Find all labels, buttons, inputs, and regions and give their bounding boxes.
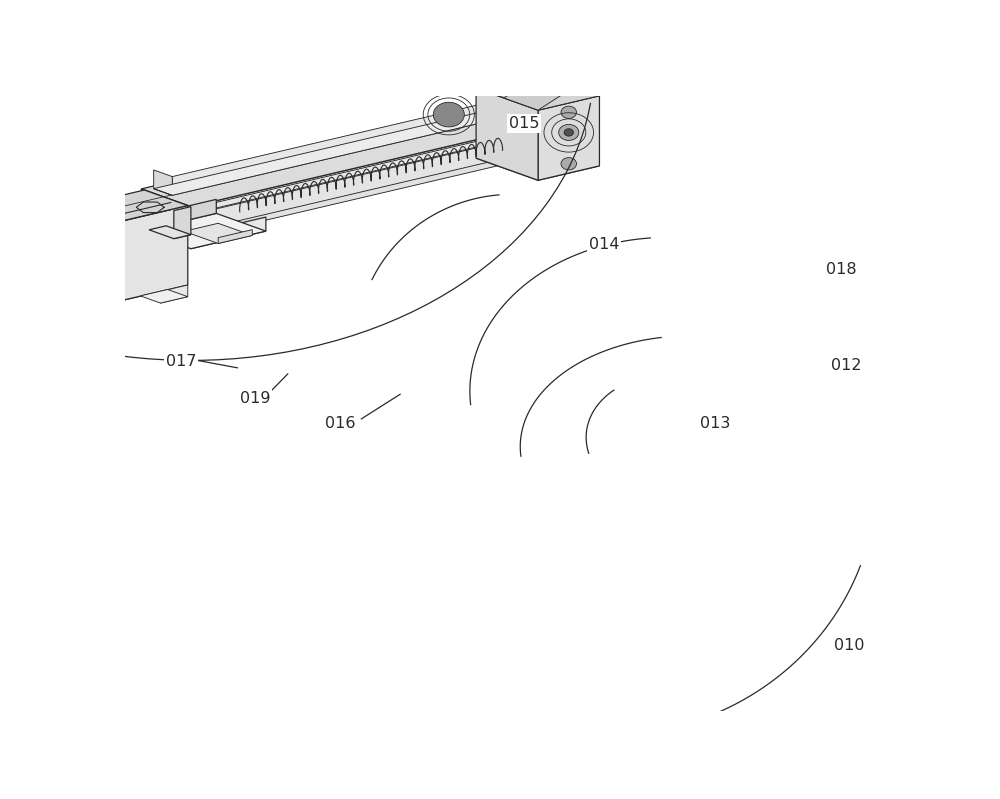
Text: 016: 016 (325, 415, 356, 431)
Polygon shape (476, 144, 599, 181)
Polygon shape (49, 269, 188, 308)
Text: 017: 017 (166, 354, 196, 369)
Polygon shape (141, 200, 216, 231)
Polygon shape (184, 223, 252, 244)
Text: 015: 015 (509, 116, 539, 131)
Polygon shape (538, 86, 599, 110)
Circle shape (559, 125, 579, 141)
Circle shape (433, 102, 464, 127)
Polygon shape (75, 280, 92, 312)
Circle shape (564, 129, 573, 136)
Polygon shape (191, 122, 549, 235)
Polygon shape (49, 213, 92, 308)
Text: 012: 012 (830, 358, 861, 373)
Polygon shape (538, 96, 599, 181)
Polygon shape (65, 260, 92, 290)
Polygon shape (172, 93, 530, 195)
Polygon shape (476, 74, 599, 110)
Polygon shape (154, 105, 530, 195)
Polygon shape (161, 214, 165, 221)
Polygon shape (191, 217, 266, 248)
Polygon shape (141, 213, 266, 248)
Polygon shape (174, 207, 191, 239)
Text: 019: 019 (240, 391, 270, 406)
Polygon shape (203, 153, 527, 235)
Text: 010: 010 (834, 638, 864, 653)
Polygon shape (50, 256, 92, 269)
Polygon shape (499, 105, 549, 151)
Polygon shape (49, 190, 188, 228)
Circle shape (61, 282, 82, 300)
Polygon shape (504, 76, 572, 110)
Polygon shape (160, 285, 188, 303)
Polygon shape (185, 128, 532, 216)
Circle shape (561, 157, 577, 170)
Polygon shape (141, 133, 549, 235)
Polygon shape (476, 88, 538, 181)
Polygon shape (200, 228, 203, 235)
Circle shape (61, 243, 82, 260)
Polygon shape (154, 170, 172, 195)
Polygon shape (218, 229, 252, 244)
Polygon shape (75, 240, 92, 269)
Polygon shape (149, 226, 191, 239)
Text: 018: 018 (826, 262, 856, 277)
Circle shape (561, 106, 577, 118)
Polygon shape (50, 299, 92, 312)
Text: 013: 013 (700, 415, 731, 431)
Polygon shape (141, 189, 191, 235)
Polygon shape (141, 105, 549, 207)
Polygon shape (92, 205, 188, 308)
Polygon shape (165, 139, 488, 221)
Polygon shape (140, 289, 188, 303)
Text: 014: 014 (589, 237, 619, 252)
